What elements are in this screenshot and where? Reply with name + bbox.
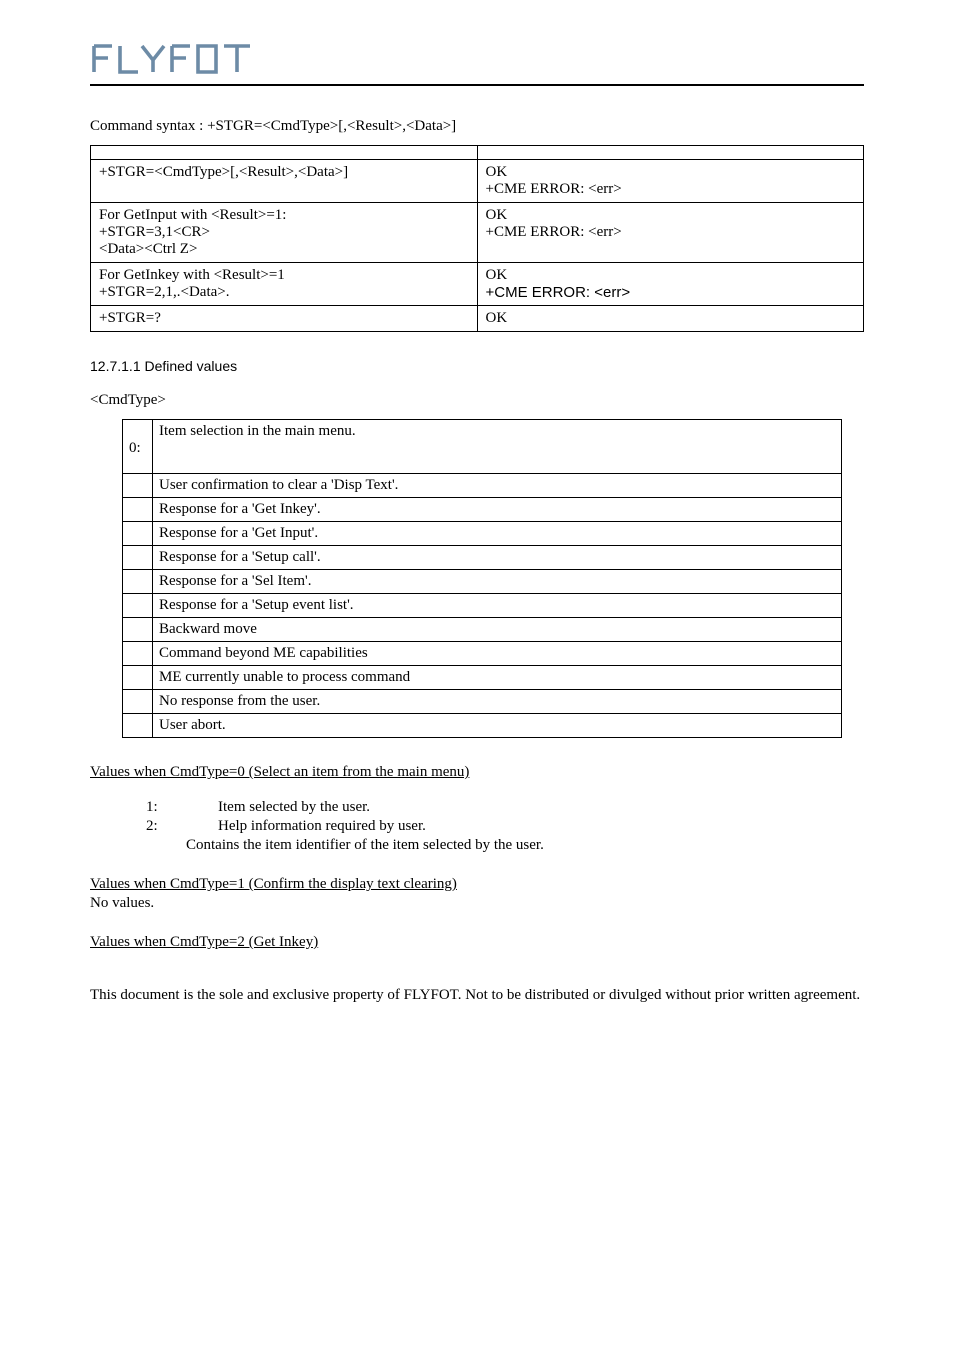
cell: Command beyond ME capabilities <box>153 642 842 666</box>
section-1-body: No values. <box>90 895 864 912</box>
cell: Response for a 'Get Inkey'. <box>153 498 842 522</box>
cell: OK <box>477 306 864 332</box>
cell: OK +CME ERROR: <err> <box>477 263 864 306</box>
table-row: No response from the user. <box>123 690 842 714</box>
cell: 0: <box>123 420 153 474</box>
defined-values-heading: 12.7.1.1 Defined values <box>90 358 864 374</box>
cell: Response for a 'Get Input'. <box>153 522 842 546</box>
cell: User confirmation to clear a 'Disp Text'… <box>153 474 842 498</box>
list-item: 1: Item selected by the user. <box>146 799 864 816</box>
table-row: Response for a 'Setup call'. <box>123 546 842 570</box>
table-row: Backward move <box>123 618 842 642</box>
table-row <box>91 146 864 160</box>
table-row: Response for a 'Sel Item'. <box>123 570 842 594</box>
table-row: Response for a 'Setup event list'. <box>123 594 842 618</box>
command-syntax-line: Command syntax : +STGR=<CmdType>[,<Resul… <box>90 118 864 135</box>
table-row: User abort. <box>123 714 842 738</box>
list-item: 2: Help information required by user. <box>146 818 864 835</box>
table-row: ME currently unable to process command <box>123 666 842 690</box>
section-0-list: 1: Item selected by the user. 2: Help in… <box>146 799 864 854</box>
logo <box>90 40 864 78</box>
header-rule <box>90 84 864 86</box>
cell: Item selection in the main menu. <box>153 420 842 474</box>
section-0-title: Values when CmdType=0 (Select an item fr… <box>90 764 864 781</box>
cell: Response for a 'Sel Item'. <box>153 570 842 594</box>
list-extra: Contains the item identifier of the item… <box>186 837 864 854</box>
cell: +STGR=? <box>91 306 478 332</box>
table-row: User confirmation to clear a 'Disp Text'… <box>123 474 842 498</box>
command-table: +STGR=<CmdType>[,<Result>,<Data>] OK +CM… <box>90 145 864 332</box>
table-row: +STGR=? OK <box>91 306 864 332</box>
cell: For GetInkey with <Result>=1 +STGR=2,1,.… <box>91 263 478 306</box>
cell: Response for a 'Setup call'. <box>153 546 842 570</box>
cell: Response for a 'Setup event list'. <box>153 594 842 618</box>
cell: OK +CME ERROR: <err> <box>477 203 864 263</box>
cell: OK +CME ERROR: <err> <box>477 160 864 203</box>
cell: No response from the user. <box>153 690 842 714</box>
table-row: 0: Item selection in the main menu. <box>123 420 842 474</box>
table-row: Command beyond ME capabilities <box>123 642 842 666</box>
footer-text: This document is the sole and exclusive … <box>90 987 864 1004</box>
cell: Backward move <box>153 618 842 642</box>
section-1-title: Values when CmdType=1 (Confirm the displ… <box>90 876 864 893</box>
section-2-title: Values when CmdType=2 (Get Inkey) <box>90 934 864 951</box>
table-row: Response for a 'Get Inkey'. <box>123 498 842 522</box>
cell: ME currently unable to process command <box>153 666 842 690</box>
table-row: For GetInkey with <Result>=1 +STGR=2,1,.… <box>91 263 864 306</box>
table-row: Response for a 'Get Input'. <box>123 522 842 546</box>
cmdtype-label: <CmdType> <box>90 392 864 409</box>
table-row: For GetInput with <Result>=1: +STGR=3,1<… <box>91 203 864 263</box>
cell: For GetInput with <Result>=1: +STGR=3,1<… <box>91 203 478 263</box>
cell: +STGR=<CmdType>[,<Result>,<Data>] <box>91 160 478 203</box>
table-row: +STGR=<CmdType>[,<Result>,<Data>] OK +CM… <box>91 160 864 203</box>
cell: User abort. <box>153 714 842 738</box>
values-table: 0: Item selection in the main menu. User… <box>122 419 842 738</box>
